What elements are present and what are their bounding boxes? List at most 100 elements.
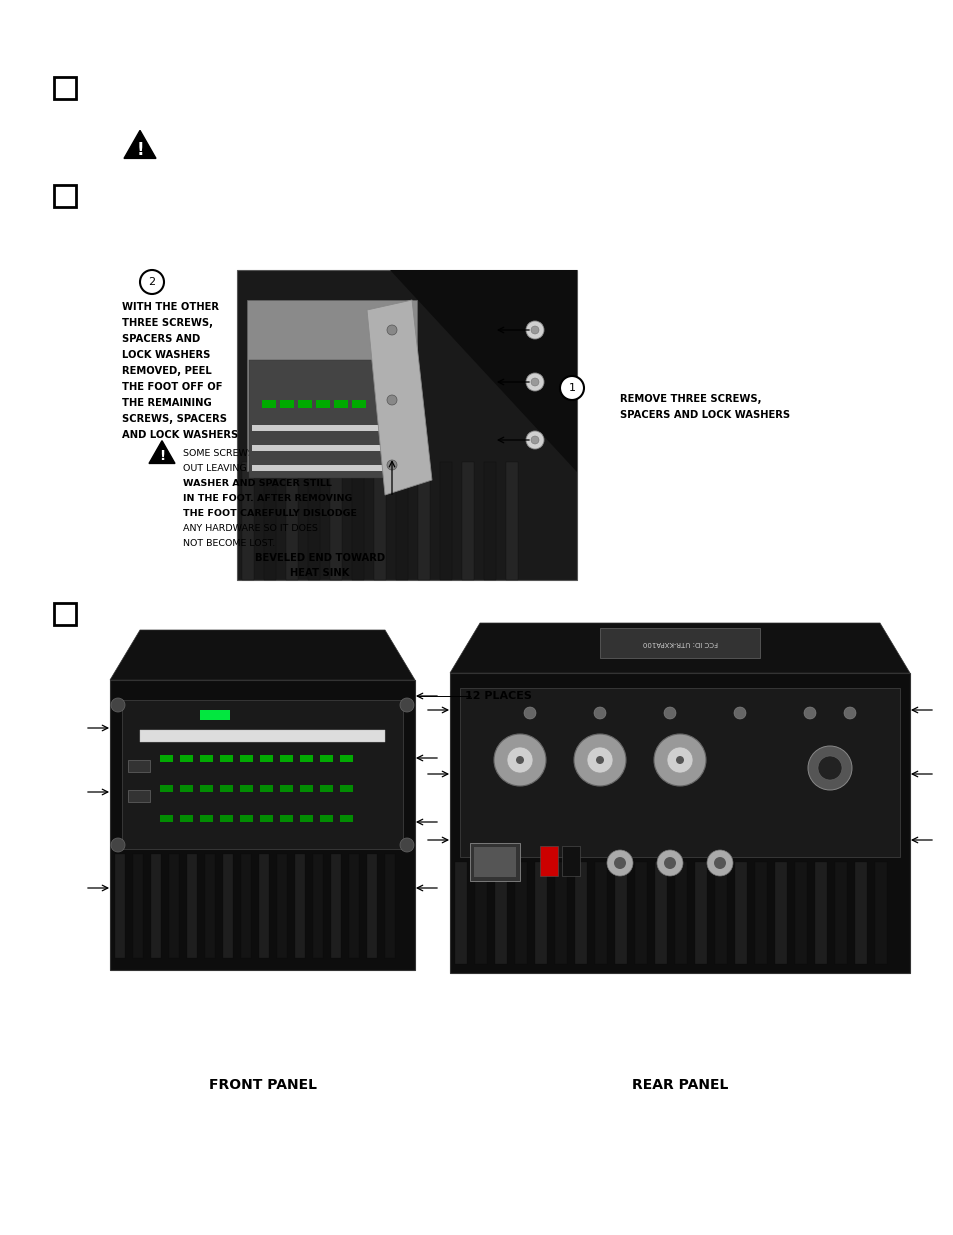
Circle shape (559, 375, 583, 400)
Circle shape (657, 850, 682, 876)
Circle shape (531, 326, 538, 333)
Text: HEAT SINK: HEAT SINK (290, 568, 350, 578)
Bar (262, 400, 275, 408)
Circle shape (387, 459, 396, 471)
Bar (128, 790, 150, 802)
Circle shape (713, 857, 725, 869)
Circle shape (606, 850, 633, 876)
Bar (220, 815, 233, 823)
Circle shape (594, 706, 605, 719)
Bar (115, 853, 125, 958)
Polygon shape (124, 131, 156, 158)
Circle shape (525, 373, 543, 391)
Text: WITH THE OTHER: WITH THE OTHER (122, 303, 219, 312)
Bar (200, 710, 230, 720)
Text: REAR PANEL: REAR PANEL (631, 1078, 727, 1092)
Bar (220, 755, 233, 762)
Circle shape (531, 436, 538, 445)
Bar (635, 862, 646, 965)
Bar (515, 862, 526, 965)
Text: !: ! (136, 141, 144, 158)
Bar (754, 862, 766, 965)
Bar (339, 785, 353, 792)
Bar (470, 844, 519, 881)
Text: FRONT PANEL: FRONT PANEL (209, 1078, 316, 1092)
Bar (252, 425, 401, 431)
Text: LOCK WASHERS: LOCK WASHERS (122, 350, 211, 359)
Bar (539, 846, 558, 876)
Circle shape (843, 706, 855, 719)
Bar (483, 462, 496, 580)
Bar (128, 760, 150, 772)
Text: THREE SCREWS,: THREE SCREWS, (122, 317, 213, 329)
Text: REMOVE THREE SCREWS,: REMOVE THREE SCREWS, (619, 394, 760, 404)
Bar (241, 853, 251, 958)
Circle shape (733, 706, 745, 719)
Bar (286, 462, 297, 580)
Bar (260, 815, 273, 823)
Bar (160, 815, 172, 823)
Bar (334, 400, 348, 408)
Circle shape (399, 839, 414, 852)
Bar (236, 270, 577, 580)
Bar (535, 862, 546, 965)
Bar (417, 462, 430, 580)
Circle shape (523, 706, 536, 719)
Bar (242, 462, 253, 580)
Bar (308, 462, 319, 580)
Circle shape (596, 756, 603, 764)
Text: THE REMAINING: THE REMAINING (122, 398, 212, 408)
Text: 12 PLACES: 12 PLACES (464, 692, 532, 701)
Bar (249, 359, 412, 478)
Bar (169, 853, 179, 958)
Bar (258, 853, 269, 958)
Bar (695, 862, 706, 965)
Bar (247, 300, 416, 471)
Bar (205, 853, 214, 958)
Bar (367, 853, 376, 958)
Circle shape (387, 395, 396, 405)
Bar (200, 785, 213, 792)
Bar (264, 462, 275, 580)
Bar (54, 185, 76, 207)
Text: SOME SCREWS WILL COME: SOME SCREWS WILL COME (183, 450, 310, 458)
Bar (575, 862, 586, 965)
Bar (561, 846, 579, 876)
Circle shape (817, 756, 841, 781)
Bar (834, 862, 846, 965)
Circle shape (525, 321, 543, 338)
Bar (319, 755, 333, 762)
Bar (252, 445, 401, 451)
Text: THE FOOT OFF OF: THE FOOT OFF OF (122, 382, 222, 391)
Text: SCREWS, SPACERS: SCREWS, SPACERS (122, 414, 227, 424)
Bar (280, 815, 293, 823)
Bar (874, 862, 886, 965)
Bar (655, 862, 666, 965)
Polygon shape (390, 270, 577, 472)
Circle shape (494, 734, 545, 785)
Bar (319, 785, 333, 792)
Bar (252, 466, 401, 471)
Bar (555, 862, 566, 965)
Bar (240, 815, 253, 823)
Text: NOT BECOME LOST.: NOT BECOME LOST. (183, 538, 275, 548)
Circle shape (399, 698, 414, 713)
Circle shape (663, 706, 676, 719)
Text: 1: 1 (568, 383, 575, 393)
Bar (339, 815, 353, 823)
Bar (774, 862, 786, 965)
Bar (495, 862, 506, 965)
Bar (276, 853, 287, 958)
Bar (714, 862, 726, 965)
Bar (299, 815, 313, 823)
Bar (200, 815, 213, 823)
Bar (385, 853, 395, 958)
Bar (151, 853, 161, 958)
Bar (599, 629, 760, 658)
Bar (187, 853, 196, 958)
Bar (505, 462, 517, 580)
Bar (675, 862, 686, 965)
Text: !: ! (159, 450, 165, 463)
Circle shape (387, 325, 396, 335)
Circle shape (666, 747, 692, 773)
